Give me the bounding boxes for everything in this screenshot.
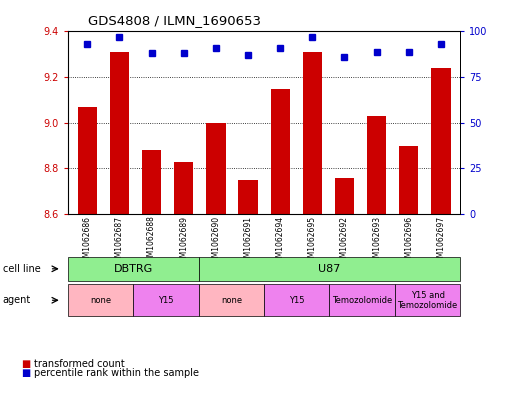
- Text: Y15: Y15: [289, 296, 304, 305]
- Bar: [270, 88, 290, 214]
- Bar: [142, 150, 161, 214]
- Bar: [238, 180, 258, 214]
- Bar: [303, 52, 322, 214]
- Bar: [431, 68, 451, 214]
- Text: ■: ■: [21, 368, 30, 378]
- Bar: [206, 123, 225, 214]
- Bar: [399, 146, 418, 214]
- Text: transformed count: transformed count: [34, 358, 125, 369]
- Bar: [367, 116, 386, 214]
- Text: Temozolomide: Temozolomide: [332, 296, 392, 305]
- Text: Y15 and
Temozolomide: Y15 and Temozolomide: [397, 290, 458, 310]
- Text: none: none: [221, 296, 242, 305]
- Text: none: none: [90, 296, 111, 305]
- Bar: [110, 52, 129, 214]
- Text: U87: U87: [319, 264, 340, 274]
- Bar: [77, 107, 97, 214]
- Text: cell line: cell line: [3, 264, 40, 274]
- Text: percentile rank within the sample: percentile rank within the sample: [34, 368, 199, 378]
- Text: DBTRG: DBTRG: [113, 264, 153, 274]
- Text: ■: ■: [21, 358, 30, 369]
- Text: GDS4808 / ILMN_1690653: GDS4808 / ILMN_1690653: [88, 15, 260, 28]
- Text: Y15: Y15: [158, 296, 174, 305]
- Bar: [335, 178, 354, 214]
- Text: agent: agent: [3, 295, 31, 305]
- Bar: [174, 162, 194, 214]
